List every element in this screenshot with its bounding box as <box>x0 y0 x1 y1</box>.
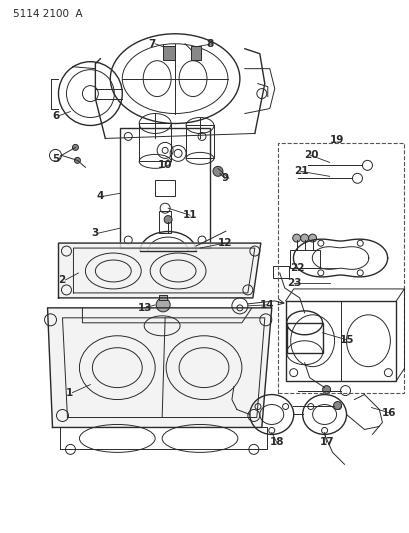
Polygon shape <box>47 308 271 427</box>
Polygon shape <box>58 243 260 298</box>
Bar <box>139 124 171 161</box>
Bar <box>289 250 319 268</box>
Bar <box>159 211 171 233</box>
Bar <box>272 266 288 278</box>
Text: 23: 23 <box>286 278 301 288</box>
Bar <box>159 295 167 300</box>
Text: 15: 15 <box>339 335 353 345</box>
Text: 16: 16 <box>380 408 395 417</box>
Text: 20: 20 <box>303 150 317 160</box>
Text: 5: 5 <box>52 155 60 164</box>
Text: 7: 7 <box>148 39 155 49</box>
Text: 17: 17 <box>319 438 333 447</box>
Text: 19: 19 <box>329 135 343 146</box>
Circle shape <box>308 234 316 242</box>
Text: 9: 9 <box>221 173 229 183</box>
Text: 14: 14 <box>259 300 274 310</box>
Text: 4: 4 <box>96 191 103 201</box>
Circle shape <box>212 166 222 176</box>
Circle shape <box>333 401 341 409</box>
Bar <box>191 46 200 60</box>
Circle shape <box>156 298 170 312</box>
Text: 12: 12 <box>218 238 232 248</box>
Circle shape <box>322 385 330 393</box>
Bar <box>120 128 209 248</box>
Text: 22: 22 <box>289 263 303 273</box>
Text: 13: 13 <box>138 303 153 313</box>
Bar <box>163 46 175 60</box>
Circle shape <box>292 234 300 242</box>
Text: 8: 8 <box>205 39 213 49</box>
Text: 5114 2100  A: 5114 2100 A <box>13 9 82 19</box>
Bar <box>286 323 322 353</box>
Circle shape <box>74 157 80 163</box>
Bar <box>155 180 175 196</box>
Text: 21: 21 <box>293 166 308 176</box>
Text: 1: 1 <box>65 387 72 398</box>
Bar <box>285 301 396 381</box>
Text: 3: 3 <box>91 228 99 238</box>
Circle shape <box>72 144 78 150</box>
Text: 18: 18 <box>269 438 283 447</box>
Circle shape <box>164 215 172 223</box>
Text: 2: 2 <box>58 275 65 285</box>
Circle shape <box>300 234 308 242</box>
Text: 10: 10 <box>158 160 172 171</box>
Bar <box>186 125 213 158</box>
Text: 11: 11 <box>183 210 197 220</box>
Bar <box>277 143 403 393</box>
Text: 6: 6 <box>52 110 60 120</box>
